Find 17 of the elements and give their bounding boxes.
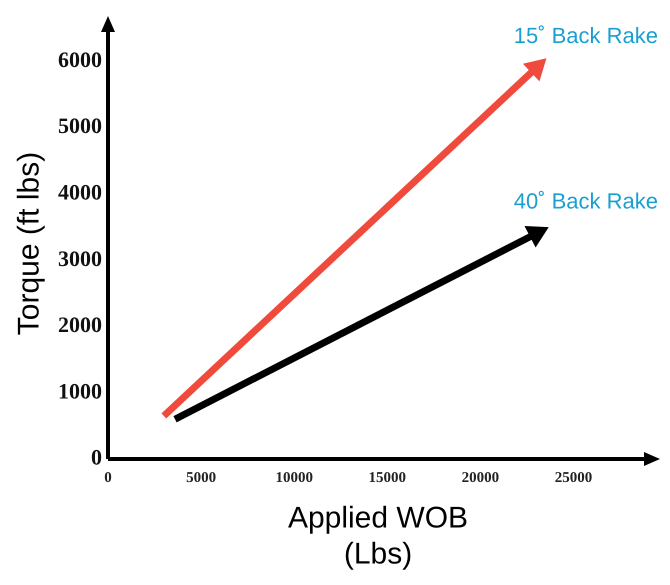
y-tick-label: 1000 xyxy=(58,378,102,404)
y-tick-label: 5000 xyxy=(58,113,102,138)
x-axis-title: Applied WOB (Lbs) xyxy=(288,501,468,570)
x-tick-label: 5000 xyxy=(186,470,216,486)
y-tick-label: 4000 xyxy=(58,179,102,204)
x-tick-label: 20000 xyxy=(462,470,500,486)
x-tick-label: 0 xyxy=(104,470,112,486)
y-tick-label: 3000 xyxy=(58,246,102,271)
y-tick-label: 6000 xyxy=(58,46,102,72)
series-label: 15˚ Back Rake xyxy=(514,22,658,48)
y-axis-title: Torque (ft lbs) xyxy=(12,152,46,336)
y-tick-label: 0 xyxy=(91,444,102,470)
x-tick-label: 25000 xyxy=(554,470,592,486)
x-tick-label: 15000 xyxy=(368,470,406,486)
y-tick-label: 2000 xyxy=(58,312,102,338)
x-tick-label: 10000 xyxy=(275,470,313,486)
series-label: 40˚ Back Rake xyxy=(514,188,658,214)
